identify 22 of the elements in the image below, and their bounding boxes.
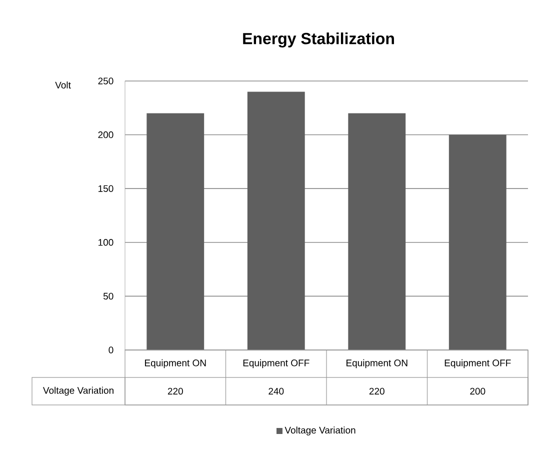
x-tick-label: Equipment ON [346, 359, 408, 368]
y-tick-label: 100 [98, 239, 114, 246]
bar [448, 134, 506, 350]
legend-label: Voltage Variation [284, 426, 356, 436]
text: Voltage Variation [42, 386, 114, 396]
y-axis-title: Volt [55, 81, 71, 88]
bar [247, 92, 305, 350]
data-label: 220 [369, 388, 384, 395]
bar [348, 113, 406, 350]
chart-title: Energy Stabilization [243, 32, 394, 48]
y-tick-label: 250 [98, 78, 114, 84]
bar [146, 113, 204, 350]
x-tick-label: Equipment OFF [243, 359, 310, 368]
y-tick-label: 0 [108, 346, 114, 354]
data-label: 200 [470, 388, 486, 395]
y-tick-label: 200 [98, 131, 114, 138]
y-tick-label: 150 [98, 185, 114, 192]
x-tick-label: Equipment OFF [444, 359, 511, 368]
data-label: 220 [168, 388, 183, 395]
x-tick-label: Equipment ON [145, 359, 206, 368]
y-tick-label: 50 [103, 292, 114, 300]
data-label: 240 [268, 388, 284, 395]
